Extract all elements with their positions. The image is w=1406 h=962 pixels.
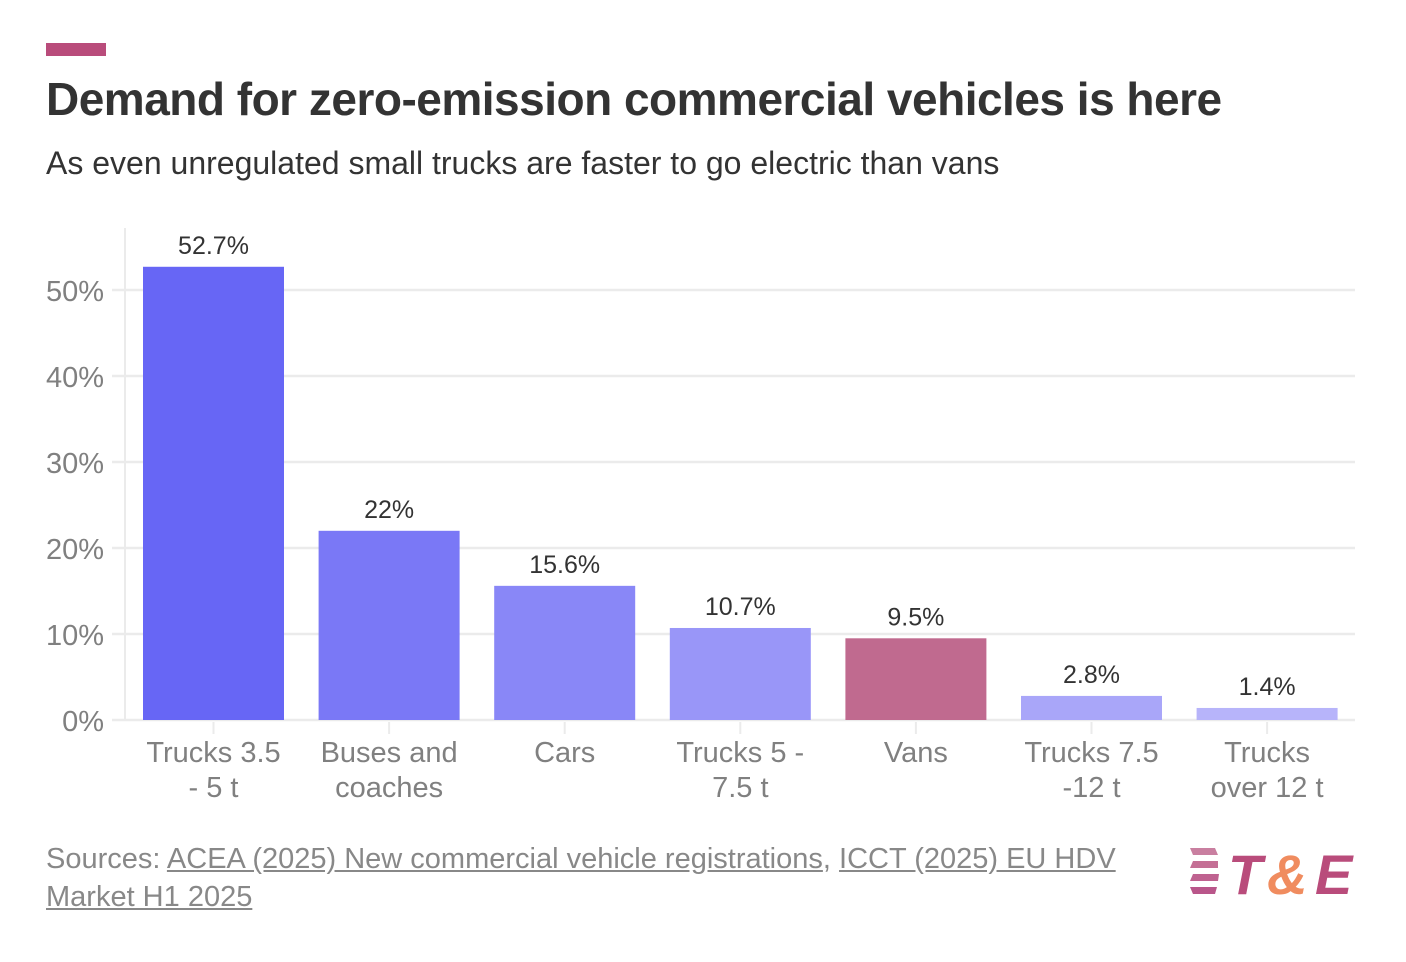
data-label: 22% xyxy=(364,496,414,524)
x-tick-label: Trucks 3.5 xyxy=(146,737,280,769)
bar xyxy=(1021,695,1162,720)
accent-bar xyxy=(46,43,106,56)
bar xyxy=(143,266,284,720)
bar xyxy=(318,530,460,720)
y-tick-label: 30% xyxy=(46,448,104,480)
y-tick-label: 20% xyxy=(46,534,104,566)
logo-e: E xyxy=(1315,845,1354,900)
y-tick-label: 10% xyxy=(46,620,104,652)
data-label: 2.8% xyxy=(1063,661,1120,689)
data-labels: 52.7% 22% 15.6% 10.7% 9.5% 2.8% 1.4% xyxy=(178,232,1296,701)
sources-prefix: Sources: xyxy=(46,843,167,875)
data-label: 9.5% xyxy=(887,603,944,631)
data-label: 15.6% xyxy=(529,551,600,579)
bar xyxy=(494,585,636,720)
logo-t: T xyxy=(1228,845,1267,900)
y-tick-label: 40% xyxy=(46,362,104,394)
sources-separator: , xyxy=(822,843,840,875)
y-tick-label: 50% xyxy=(46,276,104,308)
y-axis-ticks: 0% 10% 20% 30% 40% 50% xyxy=(46,276,104,738)
te-logo: T & E xyxy=(1190,845,1354,900)
chart-subtitle: As even unregulated small trucks are fas… xyxy=(46,145,1000,181)
source-link-acea[interactable]: ACEA (2025) New commercial vehicle regis… xyxy=(166,843,823,875)
data-label: 52.7% xyxy=(178,232,249,260)
bars xyxy=(143,266,1338,720)
x-tick-label: 7.5 t xyxy=(712,772,768,804)
bar xyxy=(1196,707,1338,720)
x-tick-label: Trucks 5 - xyxy=(676,737,804,769)
chart-title: Demand for zero-emission commercial vehi… xyxy=(46,73,1222,125)
x-tick-label: over 12 t xyxy=(1211,772,1324,804)
data-label: 10.7% xyxy=(705,593,776,621)
data-label: 1.4% xyxy=(1239,673,1296,701)
x-tick-label: Trucks xyxy=(1224,737,1310,769)
x-tick-label: Trucks 7.5 xyxy=(1024,737,1158,769)
x-tick-label: Vans xyxy=(884,737,948,769)
x-tick-label: - 5 t xyxy=(189,772,239,804)
bar xyxy=(845,638,987,720)
logo-stripes-icon xyxy=(1190,848,1219,894)
bar-chart: 0% 10% 20% 30% 40% 50% 52.7% 22% 15.6% 10.7% 9.5%… xyxy=(46,228,1355,804)
logo-ampersand: & xyxy=(1267,845,1307,900)
x-tick-label: Cars xyxy=(534,737,595,769)
x-tick-label: coaches xyxy=(335,772,443,804)
bar xyxy=(669,627,811,720)
x-tick-label: Buses and xyxy=(321,737,458,769)
source-link-icct[interactable]: ICCT (2025) EU HDV Market H1 2025 xyxy=(46,843,1116,913)
y-tick-label: 0% xyxy=(62,706,104,738)
sources-footer: Sources: ACEA (2025) New commercial vehi… xyxy=(46,840,1156,916)
x-tick-label: -12 t xyxy=(1062,772,1120,804)
